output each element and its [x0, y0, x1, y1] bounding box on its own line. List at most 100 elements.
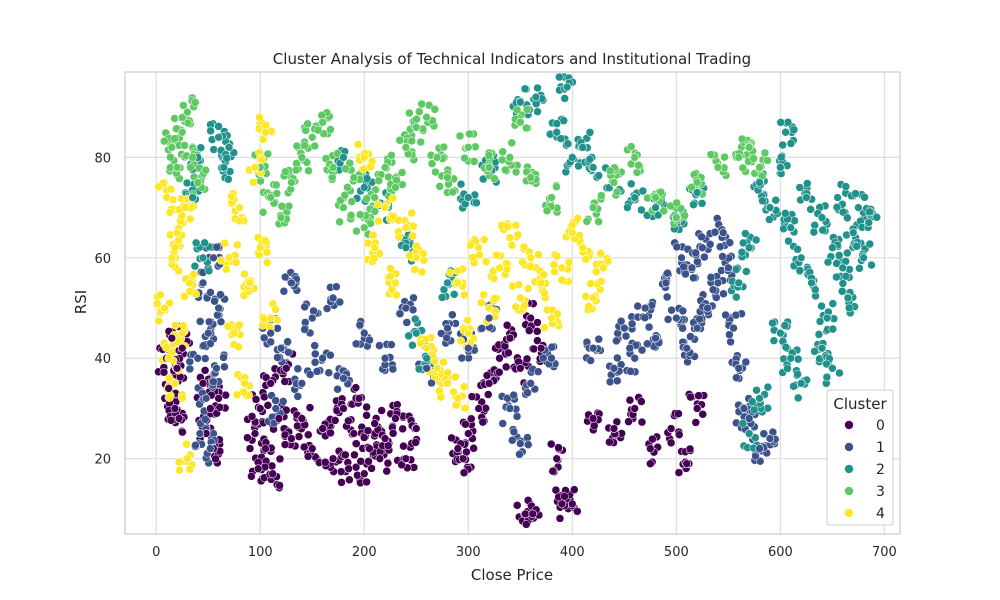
- cluster-1-cloud-dot: [637, 345, 647, 355]
- cluster-1-cloud-dot: [278, 397, 288, 406]
- cluster-0-cloud-dot: [529, 344, 539, 354]
- cluster-1-cloud-dot: [195, 317, 205, 326]
- cluster-3-cloud-dot: [335, 217, 344, 227]
- cluster-2-cloud-dot: [783, 364, 792, 373]
- cluster-3-cloud-dot: [281, 167, 290, 176]
- cluster-1-cloud-dot: [613, 329, 622, 338]
- cluster-2-cloud-dot: [832, 203, 842, 212]
- cluster-1-cloud-dot: [695, 314, 704, 324]
- cluster-1-point: [526, 379, 536, 388]
- cluster-1-cloud-dot: [691, 248, 700, 258]
- cluster-4-cloud-dot: [407, 208, 416, 218]
- cluster-1-cloud-dot: [679, 262, 688, 272]
- cluster-2-cloud-dot: [556, 134, 566, 143]
- cluster-2-cloud-dot: [781, 209, 790, 218]
- cluster-4-point: [359, 153, 369, 162]
- cluster-2-cloud-dot: [626, 179, 636, 189]
- cluster-0-cloud-dot: [362, 411, 371, 420]
- cluster-4-point: [443, 379, 452, 388]
- cluster-2-cloud-dot: [793, 354, 803, 364]
- cluster-0-point: [536, 343, 546, 353]
- cluster-1-cloud-dot: [271, 396, 280, 405]
- cluster-3-cloud-dot: [186, 163, 195, 172]
- cluster-1-cloud-dot: [705, 240, 715, 249]
- cluster-0-point: [380, 434, 390, 443]
- cluster-2-cloud-dot: [439, 285, 449, 294]
- cluster-0-cloud-dot: [461, 419, 470, 429]
- cluster-4-point: [177, 328, 187, 338]
- cluster-1-point: [339, 374, 348, 383]
- cluster-4-point: [422, 343, 431, 353]
- cluster-4-cloud-dot: [235, 320, 244, 330]
- cluster-4-cloud-dot: [249, 178, 258, 187]
- cluster-3-cloud-dot: [347, 197, 357, 206]
- cluster-2-point: [443, 278, 452, 288]
- cluster-1-point: [734, 363, 744, 373]
- cluster-1-point: [328, 293, 338, 303]
- cluster-3-cloud-dot: [313, 125, 323, 135]
- cluster-0-cloud-dot: [352, 439, 361, 448]
- cluster-2-cloud-dot: [190, 261, 200, 271]
- cluster-0-cloud-dot: [459, 468, 469, 477]
- cluster-1-cloud-dot: [322, 304, 332, 313]
- cluster-1-cloud-dot: [626, 367, 635, 376]
- cluster-4-point: [240, 379, 249, 388]
- cluster-0-point: [370, 419, 379, 428]
- cluster-1-cloud-dot: [311, 349, 320, 359]
- cluster-3-point: [266, 193, 275, 202]
- cluster-2-cloud-dot: [749, 405, 759, 415]
- cluster-1-cloud-dot: [300, 325, 309, 334]
- cluster-1-cloud-dot: [741, 357, 751, 367]
- cluster-0-cloud-dot: [251, 395, 261, 404]
- cluster-4-point: [463, 328, 473, 338]
- cluster-1-cloud-dot: [387, 340, 396, 349]
- cluster-4-point: [181, 203, 190, 212]
- cluster-3-cloud-dot: [190, 98, 200, 107]
- cluster-1-cloud-dot: [706, 273, 716, 282]
- cluster-3-point: [411, 122, 421, 132]
- cluster-4-cloud-dot: [185, 464, 195, 474]
- cluster-4-cloud-dot: [177, 393, 187, 403]
- cluster-3-cloud-dot: [522, 123, 531, 133]
- cluster-4-cloud-dot: [152, 299, 162, 309]
- cluster-2-cloud-dot: [731, 265, 741, 274]
- cluster-1-cloud-dot: [409, 293, 418, 303]
- legend-marker-4: [844, 508, 854, 518]
- cluster-2-cloud-dot: [229, 148, 239, 157]
- cluster-4-cloud-dot: [154, 316, 164, 326]
- cluster-2-cloud-dot: [865, 207, 874, 217]
- cluster-4-cloud-dot: [477, 298, 486, 307]
- cluster-4-cloud-dot: [492, 250, 501, 260]
- cluster-4-point: [261, 127, 270, 137]
- cluster-2-cloud-dot: [852, 242, 862, 251]
- cluster-3-cloud-dot: [484, 151, 494, 160]
- cluster-1-cloud-dot: [644, 322, 654, 332]
- cluster-0-cloud-dot: [685, 444, 695, 454]
- cluster-3-point: [734, 153, 744, 162]
- cluster-1-cloud-dot: [509, 390, 518, 400]
- cluster-1-cloud-dot: [324, 368, 334, 377]
- cluster-1-point: [307, 313, 317, 323]
- cluster-3-cloud-dot: [370, 207, 380, 216]
- cluster-0-point: [318, 424, 327, 433]
- cluster-2-point: [843, 293, 853, 303]
- cluster-1-point: [276, 343, 286, 353]
- cluster-1-cloud-dot: [216, 317, 226, 326]
- cluster-3-cloud-dot: [497, 155, 507, 165]
- cluster-1-cloud-dot: [547, 342, 557, 352]
- cluster-3-cloud-dot: [333, 149, 342, 158]
- cluster-3-cloud-dot: [392, 176, 401, 185]
- cluster-4-cloud-dot: [166, 184, 176, 194]
- cluster-0-point: [516, 363, 525, 373]
- cluster-1-cloud-dot: [266, 337, 275, 347]
- cluster-3-point: [609, 178, 619, 187]
- x-tick-label: 400: [560, 545, 585, 560]
- cluster-4-cloud-dot: [368, 230, 378, 240]
- cluster-0-cloud-dot: [304, 430, 313, 440]
- cluster-3-point: [349, 173, 359, 182]
- cluster-3-point: [516, 117, 525, 127]
- cluster-0-cloud-dot: [383, 458, 393, 468]
- cluster-2-cloud-dot: [814, 330, 824, 339]
- cluster-2-point: [786, 223, 796, 232]
- cluster-1-cloud-dot: [457, 353, 467, 363]
